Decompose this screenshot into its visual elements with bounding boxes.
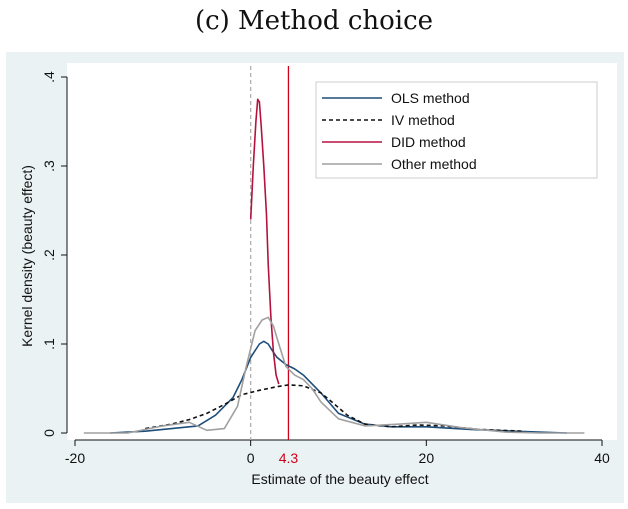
series-line-ols-method: [110, 340, 567, 434]
x-tick-label: 20: [419, 450, 435, 466]
x-axis-label: Estimate of the beauty effect: [251, 471, 428, 487]
y-tick-label: 0: [41, 429, 57, 437]
y-axis-ticks: 0 .1 .2 .3 .4: [41, 71, 67, 437]
series-line-other-method: [83, 316, 585, 434]
x-tick-label: 40: [594, 450, 610, 466]
legend-label: IV method: [391, 112, 455, 128]
series-line-iv-method: [145, 384, 524, 432]
legend-label: Other method: [391, 156, 477, 172]
reference-line-label: 4.3: [279, 450, 299, 466]
legend-label: DID method: [391, 134, 466, 150]
series-line-did-method: [249, 98, 280, 385]
chart-title: (c) Method choice: [195, 6, 433, 36]
y-tick-label: .1: [41, 338, 57, 350]
legend-label: OLS method: [391, 90, 470, 106]
legend: OLS method IV method DID method Other metho…: [315, 81, 598, 179]
y-tick-label: .2: [41, 249, 57, 261]
x-axis-ticks: -20 0 20 40: [65, 440, 610, 466]
reference-lines: 4.3: [250, 66, 299, 466]
x-tick-label: -20: [65, 450, 85, 466]
series-lines: [83, 98, 585, 434]
y-tick-label: .3: [41, 160, 57, 172]
y-axis-label: Kernel density (beauty effect): [19, 165, 35, 347]
x-tick-label: 0: [247, 450, 255, 466]
y-tick-label: .4: [41, 71, 57, 83]
